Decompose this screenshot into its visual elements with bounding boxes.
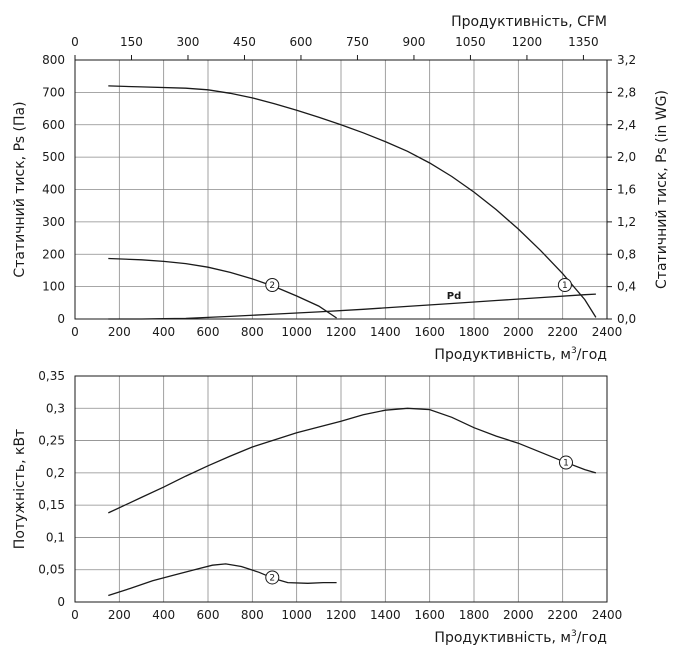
power-x-tick-label: 200 bbox=[108, 608, 131, 622]
pressure-y-axis-title: Статичний тиск, Ps (Па) bbox=[12, 101, 28, 277]
pressure-x-tick-label: 800 bbox=[241, 325, 264, 339]
power-y-tick-label: 0,05 bbox=[38, 563, 65, 577]
power-y-tick-label: 0,3 bbox=[46, 401, 65, 415]
power-curve-1 bbox=[108, 407, 597, 514]
pressure-y-tick-label: 700 bbox=[42, 85, 65, 99]
power-y-axis-title: Потужність, кВт bbox=[12, 429, 28, 549]
pressure-x-tick-label: 1000 bbox=[281, 325, 312, 339]
pressure-x-tick-label: 1800 bbox=[459, 325, 490, 339]
pressure-x-tick-label: 2400 bbox=[592, 325, 623, 339]
power-x-tick-label: 400 bbox=[152, 608, 175, 622]
power-x-axis-title-sup: 3 bbox=[571, 629, 577, 639]
pressure-right-tick-label: 3,2 bbox=[617, 53, 636, 67]
power-y-tick-label: 0,25 bbox=[38, 434, 65, 448]
power-x-tick-label: 2000 bbox=[503, 608, 534, 622]
power-x-axis-title-unit: /год bbox=[577, 630, 607, 646]
power-curve-marker-label: 1 bbox=[563, 459, 569, 469]
pressure-top-x-tick-label: 750 bbox=[346, 35, 369, 49]
power-x-tick-label: 0 bbox=[71, 608, 79, 622]
pressure-x-tick-label: 1600 bbox=[414, 325, 445, 339]
pressure-y-tick-label: 300 bbox=[42, 215, 65, 229]
pressure-x-axis-title-main: Продуктивність, м bbox=[434, 347, 571, 363]
pressure-right-tick-label: 2,8 bbox=[617, 85, 636, 99]
power-plot-frame bbox=[74, 375, 608, 603]
pressure-right-tick-label: 2,0 bbox=[617, 150, 636, 164]
pressure-x-tick-label: 400 bbox=[152, 325, 175, 339]
pressure-top-x-tick-label: 300 bbox=[177, 35, 200, 49]
pressure-x-axis-title-sup: 3 bbox=[571, 346, 577, 356]
pressure-curve-marker-1 bbox=[557, 278, 572, 293]
pressure-y-tick-label: 200 bbox=[42, 247, 65, 261]
pressure-y-tick-label: 0 bbox=[57, 312, 65, 326]
pressure-x-tick-label: 200 bbox=[108, 325, 131, 339]
power-y-tick-label: 0,35 bbox=[38, 369, 65, 383]
pressure-top-x-tick-label: 1350 bbox=[568, 35, 599, 49]
power-x-tick-label: 1000 bbox=[281, 608, 312, 622]
power-x-axis-title-main: Продуктивність, м bbox=[434, 630, 571, 646]
pressure-curve-1 bbox=[108, 85, 597, 318]
pressure-top-x-tick-label: 150 bbox=[120, 35, 143, 49]
pressure-top-x-tick-label: 600 bbox=[290, 35, 313, 49]
pressure-top-x-tick-label: 0 bbox=[71, 35, 79, 49]
power-x-tick-label: 2200 bbox=[547, 608, 578, 622]
power-x-tick-label: 2400 bbox=[592, 608, 623, 622]
pressure-right-tick-label: 1,6 bbox=[617, 183, 636, 197]
power-x-tick-label: 1600 bbox=[414, 608, 445, 622]
pressure-x-axis-title-unit: /год bbox=[577, 347, 607, 363]
pressure-y-tick-label: 100 bbox=[42, 280, 65, 294]
power-y-tick-label: 0,2 bbox=[46, 466, 65, 480]
power-y-tick-label: 0 bbox=[57, 595, 65, 609]
pressure-y-tick-label: 600 bbox=[42, 118, 65, 132]
power-x-tick-label: 1800 bbox=[459, 608, 490, 622]
pressure-x-tick-label: 600 bbox=[197, 325, 220, 339]
pressure-y-tick-label: 400 bbox=[42, 183, 65, 197]
pressure-right-tick-label: 0,8 bbox=[617, 247, 636, 261]
pressure-x-tick-label: 1200 bbox=[326, 325, 357, 339]
pressure-y-tick-label: 500 bbox=[42, 150, 65, 164]
power-curve-marker-1 bbox=[558, 455, 573, 470]
power-y-tick-label: 0,15 bbox=[38, 498, 65, 512]
pressure-top-x-tick-label: 1200 bbox=[512, 35, 543, 49]
pressure-right-tick-label: 2,4 bbox=[617, 118, 636, 132]
power-y-tick-label: 0,1 bbox=[46, 530, 65, 544]
pressure-top-x-axis-title: Продуктивність, CFM bbox=[451, 14, 607, 30]
power-x-axis-title: Продуктивність, м3/год bbox=[434, 629, 607, 646]
pressure-top-x-tick-label: 450 bbox=[233, 35, 256, 49]
pressure-x-tick-label: 1400 bbox=[370, 325, 401, 339]
pressure-x-tick-label: 2200 bbox=[547, 325, 578, 339]
power-curve-2 bbox=[108, 563, 337, 597]
pressure-top-x-tick-label: 900 bbox=[402, 35, 425, 49]
pressure-curve-marker-2 bbox=[265, 278, 280, 293]
pressure-x-tick-label: 0 bbox=[71, 325, 79, 339]
power-x-tick-label: 1200 bbox=[326, 608, 357, 622]
power-x-tick-label: 1400 bbox=[370, 608, 401, 622]
pressure-curve-pd bbox=[108, 293, 596, 320]
power-x-tick-label: 800 bbox=[241, 608, 264, 622]
pressure-series-label: Pd bbox=[447, 291, 462, 302]
power-x-tick-label: 600 bbox=[197, 608, 220, 622]
pressure-curve-marker-label: 2 bbox=[269, 281, 275, 291]
pressure-y-tick-label: 800 bbox=[42, 53, 65, 67]
pressure-x-axis-title: Продуктивність, м3/год bbox=[434, 346, 607, 363]
pressure-right-tick-label: 0,0 bbox=[617, 312, 636, 326]
pressure-curve-2 bbox=[108, 257, 337, 319]
pressure-curve-marker-label: 1 bbox=[562, 281, 568, 291]
pressure-top-x-tick-label: 1050 bbox=[455, 35, 486, 49]
power-curve-marker-2 bbox=[265, 570, 280, 585]
pressure-right-tick-label: 1,2 bbox=[617, 215, 636, 229]
power-curve-marker-label: 2 bbox=[269, 574, 275, 584]
pressure-right-tick-label: 0,4 bbox=[617, 280, 636, 294]
pressure-right-axis-title: Статичний тиск, Ps (in WG) bbox=[654, 90, 670, 289]
pressure-x-tick-label: 2000 bbox=[503, 325, 534, 339]
